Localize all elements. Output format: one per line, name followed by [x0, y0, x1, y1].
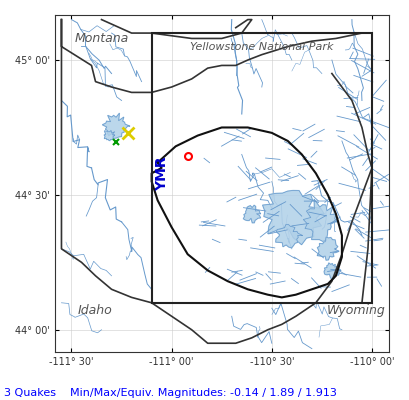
Polygon shape [104, 130, 115, 141]
Polygon shape [275, 224, 301, 248]
Polygon shape [102, 113, 130, 138]
Text: Montana: Montana [74, 32, 128, 45]
Text: Idaho: Idaho [78, 304, 112, 317]
Text: 3 Quakes    Min/Max/Equiv. Magnitudes: -0.14 / 1.89 / 1.913: 3 Quakes Min/Max/Equiv. Magnitudes: -0.1… [4, 388, 336, 398]
Polygon shape [243, 205, 260, 223]
Polygon shape [303, 199, 337, 241]
Text: Wyoming: Wyoming [326, 304, 384, 317]
Bar [151, 33, 371, 303]
Polygon shape [262, 190, 324, 245]
Text: Yellowstone National Park: Yellowstone National Park [189, 42, 333, 52]
Text: YMR: YMR [154, 156, 168, 191]
Polygon shape [317, 237, 338, 260]
Polygon shape [324, 263, 340, 278]
